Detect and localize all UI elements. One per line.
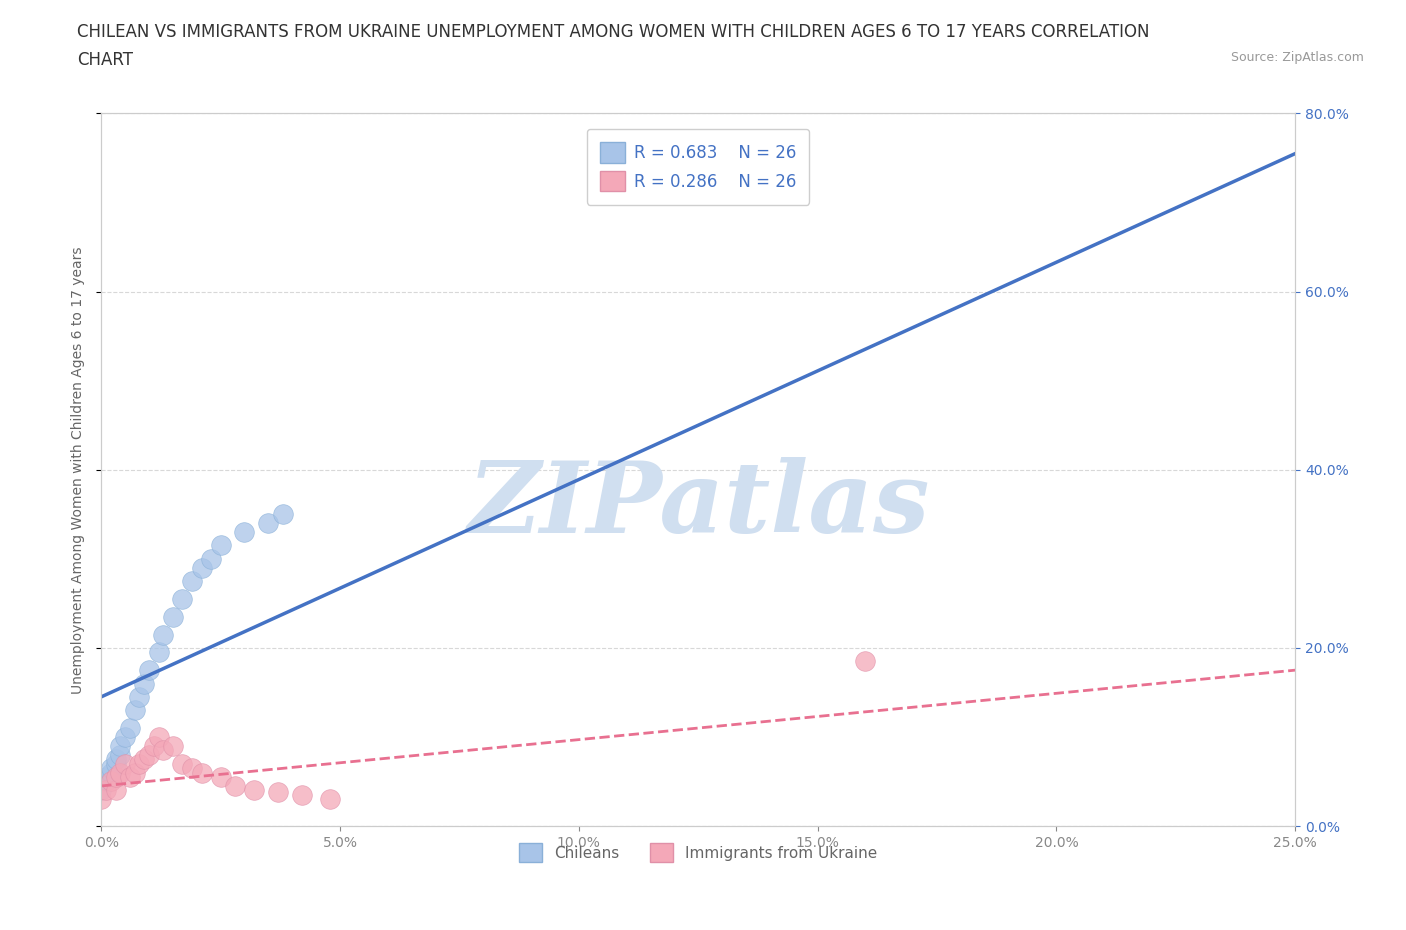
Point: [172, 591, 194, 606]
Y-axis label: Unemployment Among Women with Children Ages 6 to 17 years: Unemployment Among Women with Children A…: [72, 246, 86, 694]
Point: [148, 729, 170, 744]
Point: [271, 507, 294, 522]
Point: [118, 721, 141, 736]
Point: [853, 654, 876, 669]
Point: [124, 765, 146, 780]
Legend: Chileans, Immigrants from Ukraine: Chileans, Immigrants from Ukraine: [513, 837, 883, 869]
Point: [138, 748, 160, 763]
Point: [100, 761, 122, 776]
Point: [152, 627, 174, 642]
Point: [152, 743, 174, 758]
Point: [114, 729, 136, 744]
Point: [100, 765, 122, 780]
Point: [190, 765, 212, 780]
Point: [148, 644, 170, 659]
Point: [94, 774, 117, 789]
Point: [104, 783, 127, 798]
Point: [94, 783, 117, 798]
Point: [172, 756, 194, 771]
Point: [110, 748, 132, 763]
Point: [209, 770, 232, 785]
Point: [162, 609, 184, 624]
Point: [319, 791, 342, 806]
Point: [134, 676, 156, 691]
Point: [134, 751, 156, 766]
Point: [200, 551, 222, 566]
Point: [243, 783, 266, 798]
Text: CHILEAN VS IMMIGRANTS FROM UKRAINE UNEMPLOYMENT AMONG WOMEN WITH CHILDREN AGES 6: CHILEAN VS IMMIGRANTS FROM UKRAINE UNEMP…: [77, 23, 1150, 41]
Point: [104, 751, 127, 766]
Point: [291, 788, 314, 803]
Point: [100, 774, 122, 789]
Point: [90, 791, 112, 806]
Point: [118, 770, 141, 785]
Text: CHART: CHART: [77, 51, 134, 69]
Point: [128, 689, 150, 704]
Point: [124, 703, 146, 718]
Point: [94, 770, 117, 785]
Point: [114, 756, 136, 771]
Point: [233, 525, 256, 539]
Point: [104, 756, 127, 771]
Point: [181, 574, 204, 589]
Text: Source: ZipAtlas.com: Source: ZipAtlas.com: [1230, 51, 1364, 64]
Point: [209, 538, 232, 553]
Point: [90, 783, 112, 798]
Point: [181, 761, 204, 776]
Point: [128, 756, 150, 771]
Point: [190, 560, 212, 575]
Point: [104, 770, 127, 785]
Text: ZIPatlas: ZIPatlas: [467, 458, 929, 553]
Point: [110, 765, 132, 780]
Point: [224, 778, 246, 793]
Point: [138, 663, 160, 678]
Point: [257, 516, 280, 531]
Point: [110, 738, 132, 753]
Point: [162, 738, 184, 753]
Point: [142, 738, 165, 753]
Point: [267, 785, 290, 800]
